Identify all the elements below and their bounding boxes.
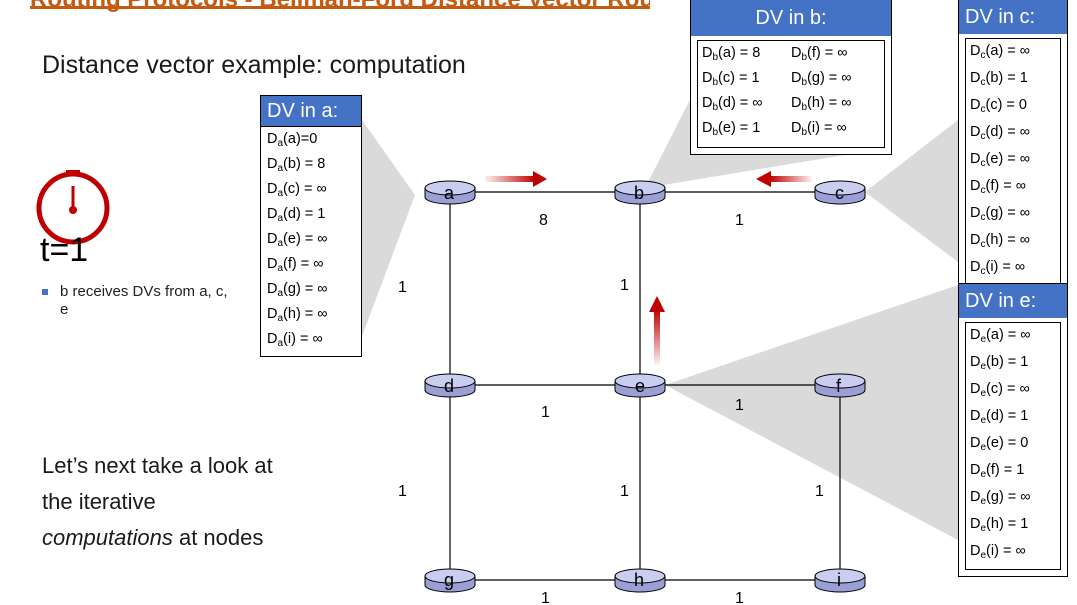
node-label-i: i: [837, 570, 841, 590]
body-line-3-rest: at nodes: [172, 525, 264, 550]
dv-b-row: Db(f) = ∞: [791, 45, 848, 63]
router-a-icon: a: [424, 180, 476, 205]
title-underline: [30, 6, 650, 9]
dv-table-e-body: De(a) = ∞ De(b) = 1 De(c) = ∞ De(d) = 1 …: [965, 322, 1061, 570]
cost-a-b: 8: [539, 212, 548, 229]
router-h-icon: h: [614, 568, 666, 593]
dv-a-row: Da(b) = 8: [267, 156, 326, 174]
clock-icon: [36, 170, 110, 245]
subtitle: Distance vector example: computation: [42, 51, 466, 79]
dv-table-c-body: Dc(a) = ∞ Dc(b) = 1 Dc(c) = 0 Dc(d) = ∞ …: [965, 38, 1061, 286]
dv-b-row: Db(e) = 1: [702, 120, 761, 138]
body-line-2: the iterative: [42, 489, 156, 514]
dv-e-row: De(f) = 1: [970, 462, 1025, 480]
callout-wedge-c: [865, 120, 958, 262]
cost-b-c: 1: [735, 212, 744, 229]
dv-c-row: Dc(h) = ∞: [970, 232, 1031, 250]
arrow-a-to-b-icon: [485, 171, 547, 187]
dv-e-row: De(i) = ∞: [970, 543, 1026, 561]
node-label-a: a: [444, 183, 455, 203]
callout-wedge-e: [665, 285, 958, 540]
dv-a-row: Da(i) = ∞: [267, 331, 323, 349]
dv-b-row: Db(h) = ∞: [791, 95, 852, 113]
body-text: Let’s next take a look at the iterative …: [42, 448, 302, 556]
dv-table-e: DV in e: De(a) = ∞ De(b) = 1 De(c) = ∞ D…: [958, 283, 1068, 577]
cost-d-g: 1: [398, 483, 407, 500]
dv-a-row: Da(g) = ∞: [267, 281, 328, 299]
cost-b-e: 1: [620, 277, 629, 294]
node-label-e: e: [635, 376, 645, 396]
dv-c-row: Dc(a) = ∞: [970, 43, 1031, 61]
node-label-f: f: [836, 376, 842, 396]
dv-a-row: Da(f) = ∞: [267, 256, 324, 274]
arrow-c-to-b-icon: [756, 171, 812, 187]
node-label-d: d: [444, 376, 454, 396]
dv-table-a-header: DV in a:: [261, 96, 361, 126]
dv-b-grid: Db(a) = 8 Db(f) = ∞ Db(c) = 1 Db(g) = ∞ …: [702, 43, 880, 143]
arrow-e-to-b-icon: [649, 296, 665, 365]
dv-table-b-body: Db(a) = 8 Db(f) = ∞ Db(c) = 1 Db(g) = ∞ …: [697, 40, 885, 148]
dv-c-row: Dc(e) = ∞: [970, 151, 1031, 169]
router-f-icon: f: [814, 373, 866, 398]
dv-c-row: Dc(c) = 0: [970, 97, 1027, 115]
router-e-icon: e: [614, 373, 666, 398]
node-label-h: h: [634, 570, 644, 590]
dv-e-row: De(h) = 1: [970, 516, 1029, 534]
dv-table-b: DV in b: Db(a) = 8 Db(f) = ∞ Db(c) = 1 D…: [690, 0, 892, 155]
dv-a-row: Da(e) = ∞: [267, 231, 328, 249]
dv-table-a: DV in a: Da(a)=0 Da(b) = 8 Da(c) = ∞ Da(…: [260, 95, 362, 357]
router-i-icon: i: [814, 568, 866, 593]
dv-a-row: Da(c) = ∞: [267, 181, 327, 199]
dv-e-row: De(c) = ∞: [970, 381, 1030, 399]
dv-e-row: De(g) = ∞: [970, 489, 1031, 507]
router-b-icon: b: [614, 180, 666, 205]
dv-e-row: De(e) = 0: [970, 435, 1029, 453]
node-label-g: g: [444, 570, 454, 590]
cost-f-i: 1: [815, 483, 824, 500]
dv-c-row: Dc(f) = ∞: [970, 178, 1027, 196]
time-step-label: t=1: [40, 231, 89, 269]
dv-b-row: Db(g) = ∞: [791, 70, 852, 88]
dv-e-row: De(a) = ∞: [970, 327, 1031, 345]
dv-table-c: DV in c: Dc(a) = ∞ Dc(b) = 1 Dc(c) = 0 D…: [958, 0, 1068, 293]
cost-e-f: 1: [735, 397, 744, 414]
node-label-c: c: [835, 183, 844, 203]
body-emphasis: computations: [42, 525, 173, 550]
dv-b-row: Db(c) = 1: [702, 70, 760, 88]
bullet-marker: [42, 289, 48, 295]
dv-c-row: Dc(b) = 1: [970, 70, 1028, 88]
dv-c-row: Dc(g) = ∞: [970, 205, 1031, 223]
cost-g-h: 1: [541, 590, 550, 605]
dv-table-c-header: DV in c:: [959, 0, 1067, 34]
cost-e-h: 1: [620, 483, 629, 500]
links: [449, 191, 841, 581]
dv-table-a-body: Da(a)=0 Da(b) = 8 Da(c) = ∞ Da(d) = 1 Da…: [261, 126, 361, 356]
dv-table-e-header: DV in e:: [959, 284, 1067, 318]
body-line-3: computations at nodes: [42, 520, 302, 556]
dv-b-row: Db(i) = ∞: [791, 120, 847, 138]
dv-table-b-header: DV in b:: [691, 0, 891, 36]
cost-d-e: 1: [541, 404, 550, 421]
body-line-1: Let’s next take a look at: [42, 453, 273, 478]
dv-a-row: Da(d) = 1: [267, 206, 326, 224]
dv-b-row: Db(a) = 8: [702, 45, 761, 63]
cost-a-d: 1: [398, 279, 407, 296]
router-d-icon: d: [424, 373, 476, 398]
dv-a-row: Da(h) = ∞: [267, 306, 328, 324]
bullet-text: b receives DVs from a, c, e: [60, 283, 228, 318]
router-g-icon: g: [424, 568, 476, 593]
callout-wedge-a: [355, 110, 415, 355]
dv-c-row: Dc(i) = ∞: [970, 259, 1026, 277]
dv-e-row: De(b) = 1: [970, 354, 1029, 372]
node-label-b: b: [634, 183, 644, 203]
dv-c-row: Dc(d) = ∞: [970, 124, 1031, 142]
dv-a-row: Da(a)=0: [267, 131, 318, 149]
cost-h-i: 1: [735, 590, 744, 605]
dv-b-row: Db(d) = ∞: [702, 95, 763, 113]
dv-e-row: De(d) = 1: [970, 408, 1029, 426]
slide-title: Routing Protocols - Bellman-Ford Distanc…: [30, 0, 650, 24]
router-c-icon: c: [814, 180, 866, 205]
